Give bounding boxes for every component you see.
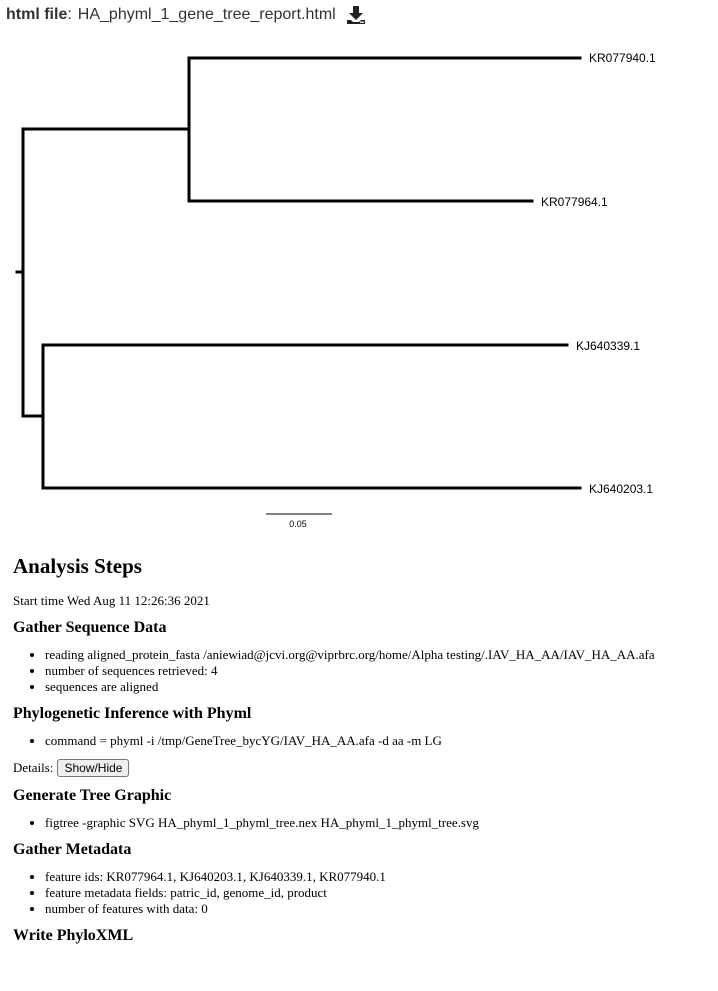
section-list: command = phyml -i /tmp/GeneTree_bycYG/I… xyxy=(13,733,713,749)
details-row: Details: Show/Hide xyxy=(13,759,713,777)
report-filename: HA_phyml_1_gene_tree_report.html xyxy=(77,6,336,23)
section-list: reading aligned_protein_fasta /aniewiad@… xyxy=(13,647,713,695)
leaf-label: KR077940.1 xyxy=(589,51,656,65)
scale-bar-label: 0.05 xyxy=(289,519,307,529)
section-list: figtree -graphic SVG HA_phyml_1_phyml_tr… xyxy=(13,815,713,831)
list-item: feature ids: KR077964.1, KJ640203.1, KJ6… xyxy=(45,869,713,885)
list-item: command = phyml -i /tmp/GeneTree_bycYG/I… xyxy=(45,733,713,749)
section-title: Generate Tree Graphic xyxy=(13,787,172,804)
list-item: number of features with data: 0 xyxy=(45,901,713,917)
section-list: feature ids: KR077964.1, KJ640203.1, KJ6… xyxy=(13,869,713,917)
leaf-label: KR077964.1 xyxy=(541,195,608,209)
show-hide-button[interactable]: Show/Hide xyxy=(57,759,130,777)
start-time: Start time Wed Aug 11 12:26:36 2021 xyxy=(13,593,210,608)
html-file-label: html file xyxy=(6,6,68,23)
list-item: reading aligned_protein_fasta /aniewiad@… xyxy=(45,647,713,663)
leaf-label: KJ640203.1 xyxy=(589,482,653,496)
analysis-report: Analysis Steps Start time Wed Aug 11 12:… xyxy=(13,548,713,955)
list-item: number of sequences retrieved: 4 xyxy=(45,663,713,679)
list-item: figtree -graphic SVG HA_phyml_1_phyml_tr… xyxy=(45,815,713,831)
section-title: Gather Sequence Data xyxy=(13,619,167,636)
details-label: Details: xyxy=(13,760,54,775)
phylogenetic-tree: KR077940.1 KR077964.1 KJ640339.1 KJ64020… xyxy=(15,51,656,529)
list-item: feature metadata fields: patric_id, geno… xyxy=(45,885,713,901)
section-title: Write PhyloXML xyxy=(13,927,134,944)
file-header: html file: HA_phyml_1_gene_tree_report.h… xyxy=(6,4,366,26)
analysis-title: Analysis Steps xyxy=(13,554,142,578)
download-icon[interactable] xyxy=(346,5,366,25)
section-title: Phylogenetic Inference with Phyml xyxy=(13,705,252,722)
list-item: sequences are aligned xyxy=(45,679,713,695)
leaf-label: KJ640339.1 xyxy=(576,339,640,353)
header-separator: : xyxy=(67,6,72,23)
section-title: Gather Metadata xyxy=(13,841,132,858)
